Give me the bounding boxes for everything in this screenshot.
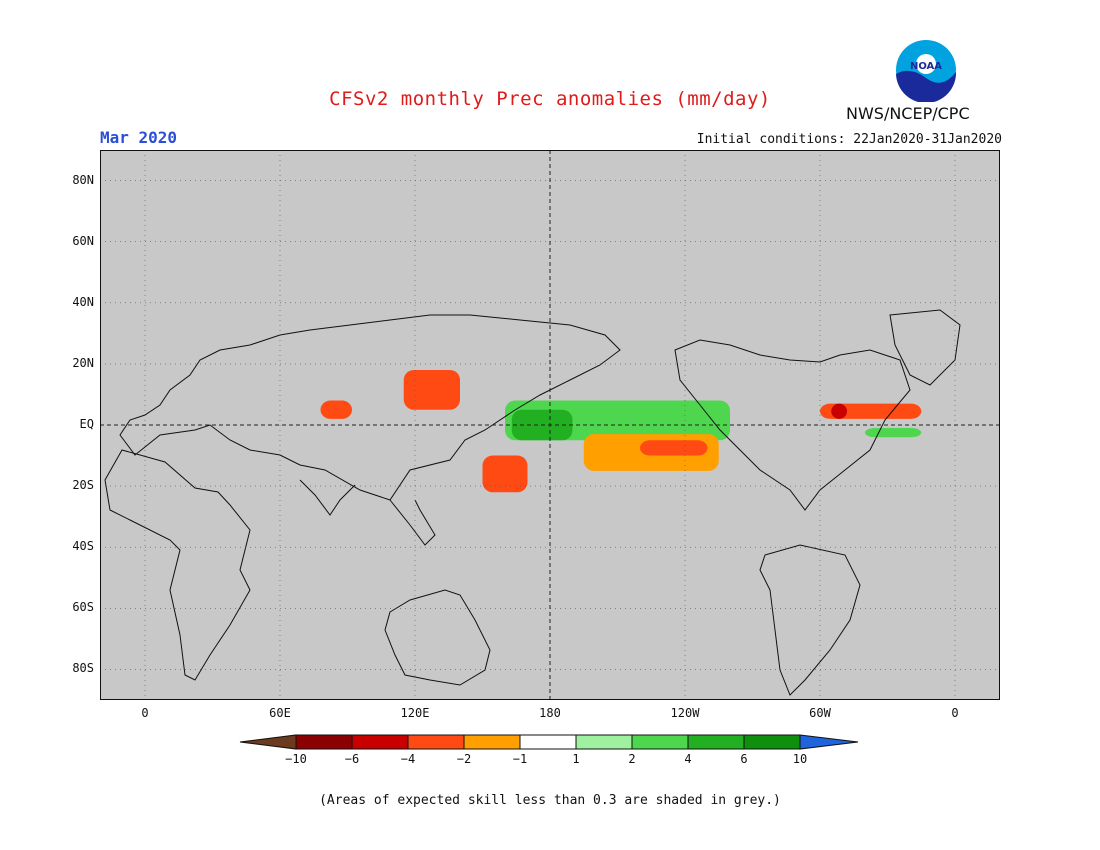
- agency-label: NWS/NCEP/CPC: [846, 104, 970, 123]
- colorbar-label: 1: [572, 752, 580, 766]
- lat-label: 80N: [72, 172, 94, 187]
- colorbar-label: 10: [792, 752, 808, 766]
- chart-title: CFSv2 monthly Prec anomalies (mm/day): [329, 88, 771, 110]
- colorbar-label: −10: [285, 752, 307, 766]
- colorbar-box: [687, 734, 745, 750]
- continent-outlines: [104, 309, 961, 696]
- noaa-logo-text: NOAA: [910, 61, 942, 72]
- noaa-logo-icon: NOAA: [896, 40, 957, 102]
- coast-india: [299, 479, 356, 516]
- colorbar-label: −1: [512, 752, 528, 766]
- colorbar-box: [407, 734, 465, 750]
- anomaly-nw-australia-dry: [482, 455, 528, 493]
- anomaly-philippines-dry: [403, 370, 460, 410]
- lon-label: 0: [141, 706, 149, 720]
- world-map: [100, 150, 1000, 700]
- anomaly-amazon-strong-dry: [831, 403, 847, 419]
- colorbar-box: [295, 734, 353, 750]
- lat-label: 80S: [72, 661, 94, 676]
- colorbar-low-arrow: [239, 734, 297, 750]
- coast-north-america: [674, 339, 911, 511]
- coast-seasia: [389, 499, 436, 546]
- coast-greenland: [889, 309, 961, 386]
- lon-label: 120W: [670, 706, 700, 720]
- forecast-month: Mar 2020: [100, 128, 178, 147]
- lon-label: 60E: [269, 706, 291, 720]
- lat-label: 40N: [72, 294, 94, 309]
- coast-australia: [384, 589, 491, 686]
- colorbar-box: [463, 734, 521, 750]
- coast-eurasia: [119, 314, 621, 501]
- lat-label: 60N: [72, 233, 94, 248]
- colorbar-box: [743, 734, 801, 750]
- lat-label: 40S: [72, 539, 94, 554]
- coast-africa: [104, 449, 251, 681]
- footnote: (Areas of expected skill less than 0.3 a…: [319, 793, 781, 808]
- colorbar-box: [631, 734, 689, 750]
- colorbar-box: [351, 734, 409, 750]
- lon-label: 0: [951, 706, 959, 720]
- lon-label: 120E: [400, 706, 430, 720]
- lon-label: 60W: [809, 706, 831, 720]
- colorbar-label: −2: [456, 752, 472, 766]
- colorbar-label: 4: [684, 752, 692, 766]
- initial-conditions: Initial conditions: 22Jan2020-31Jan2020: [696, 132, 1002, 147]
- lat-label: EQ: [79, 417, 94, 431]
- colorbar-label: 2: [628, 752, 636, 766]
- colorbar-box: [519, 734, 577, 750]
- lat-label: 20N: [72, 355, 94, 370]
- lat-label: 60S: [72, 600, 94, 615]
- anomaly-se-pacific-strong-dry: [640, 440, 708, 456]
- colorbar-label: −6: [344, 752, 360, 766]
- colorbar-box: [575, 734, 633, 750]
- anomaly-regions: [320, 370, 922, 493]
- colorbar-label: −4: [400, 752, 416, 766]
- lat-label: 20S: [72, 478, 94, 493]
- anomaly-indian-ocean-dry: [320, 400, 352, 419]
- colorbar-high-arrow: [799, 734, 859, 750]
- coast-south-america: [759, 544, 861, 696]
- anomaly-brazil-wet: [865, 428, 922, 438]
- lon-label: 180: [539, 706, 561, 720]
- colorbar: [239, 734, 859, 750]
- colorbar-label: 6: [740, 752, 748, 766]
